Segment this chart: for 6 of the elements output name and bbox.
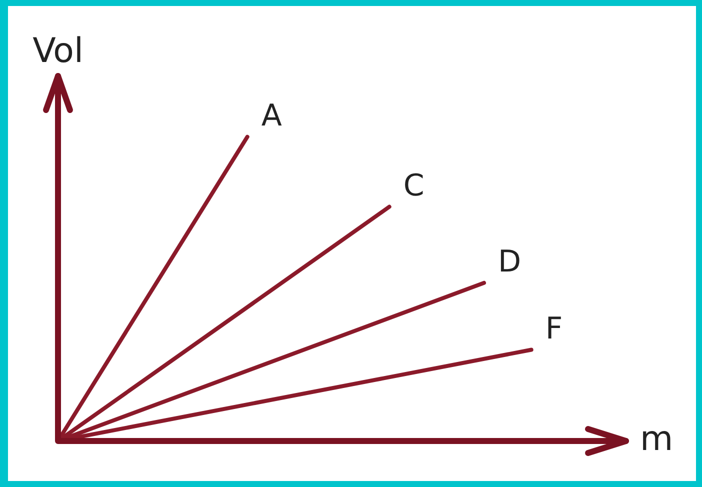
series-label: C: [403, 168, 424, 204]
series-label: A: [261, 98, 282, 134]
series-label: F: [545, 312, 563, 347]
y-axis-title: Vol: [32, 30, 84, 71]
x-axis-title: m: [640, 418, 674, 459]
series-label: D: [498, 244, 522, 280]
